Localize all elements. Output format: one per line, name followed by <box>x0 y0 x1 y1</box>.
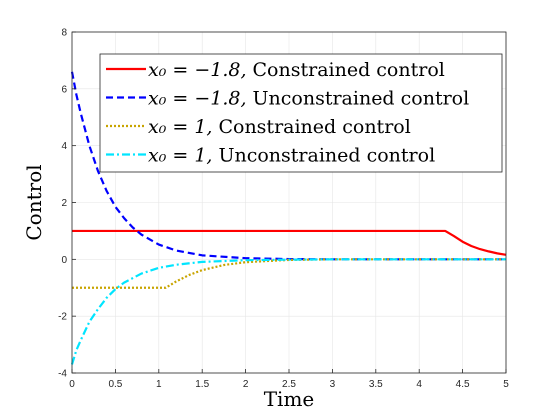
y-tick-label: 8 <box>61 28 67 39</box>
series-layer <box>70 71 507 365</box>
y-tick-label: 0 <box>61 255 67 266</box>
x-axis-label: Time <box>264 387 315 411</box>
legend-entry-1: x₀ = −1.8, Constrained control <box>148 59 445 81</box>
x-tick-label: 0.5 <box>108 379 122 390</box>
legend-entry-math: x₀ = 1, <box>148 145 212 167</box>
x-tick-label: 4.5 <box>456 379 470 390</box>
x-tick-label: 2.5 <box>282 379 296 390</box>
tick-labels: 0 0.5 1 1.5 2 2.5 3 3.5 4 4.5 5 -4 -2 0 2 4 6 8 <box>58 28 509 391</box>
x-tick-label: 1 <box>156 379 162 390</box>
legend-entry-text: Constrained control <box>218 116 410 138</box>
y-tick-label: 6 <box>61 84 67 95</box>
x-tick-label: 4 <box>416 379 422 390</box>
legend-box <box>99 53 503 173</box>
x-tick-label: 3 <box>330 379 336 390</box>
legend-entry-text: Unconstrained control <box>253 88 470 110</box>
x-tick-label: 2 <box>243 379 249 390</box>
x-tick-label: 0 <box>69 379 75 390</box>
legend-entry-math: x₀ = −1.8, <box>148 88 247 110</box>
legend-entry-3: x₀ = 1, Constrained control <box>148 116 411 138</box>
legend: x₀ = −1.8, Constrained control x₀ = −1.8, U… <box>99 53 503 173</box>
legend-entry-text: Constrained control <box>253 59 445 81</box>
legend-entry-math: x₀ = −1.8, <box>148 59 247 81</box>
y-tick-label: 2 <box>61 198 67 209</box>
x-tick-label: 5 <box>503 379 509 390</box>
legend-entry-2: x₀ = −1.8, Unconstrained control <box>148 88 469 110</box>
legend-entry-text: Unconstrained control <box>218 145 435 167</box>
y-tick-label: -4 <box>58 369 67 380</box>
x-tick-label: 1.5 <box>195 379 209 390</box>
legend-entry-math: x₀ = 1, <box>148 116 212 138</box>
y-tick-label: 4 <box>61 141 67 152</box>
x-tick-label: 3.5 <box>369 379 383 390</box>
y-axis-label: Control <box>22 164 46 240</box>
series-line-2 <box>70 71 506 261</box>
series-line-1 <box>72 229 507 256</box>
legend-entry-4: x₀ = 1, Unconstrained control <box>148 145 435 167</box>
y-tick-label: -2 <box>58 312 67 323</box>
series-line-4 <box>70 258 506 365</box>
